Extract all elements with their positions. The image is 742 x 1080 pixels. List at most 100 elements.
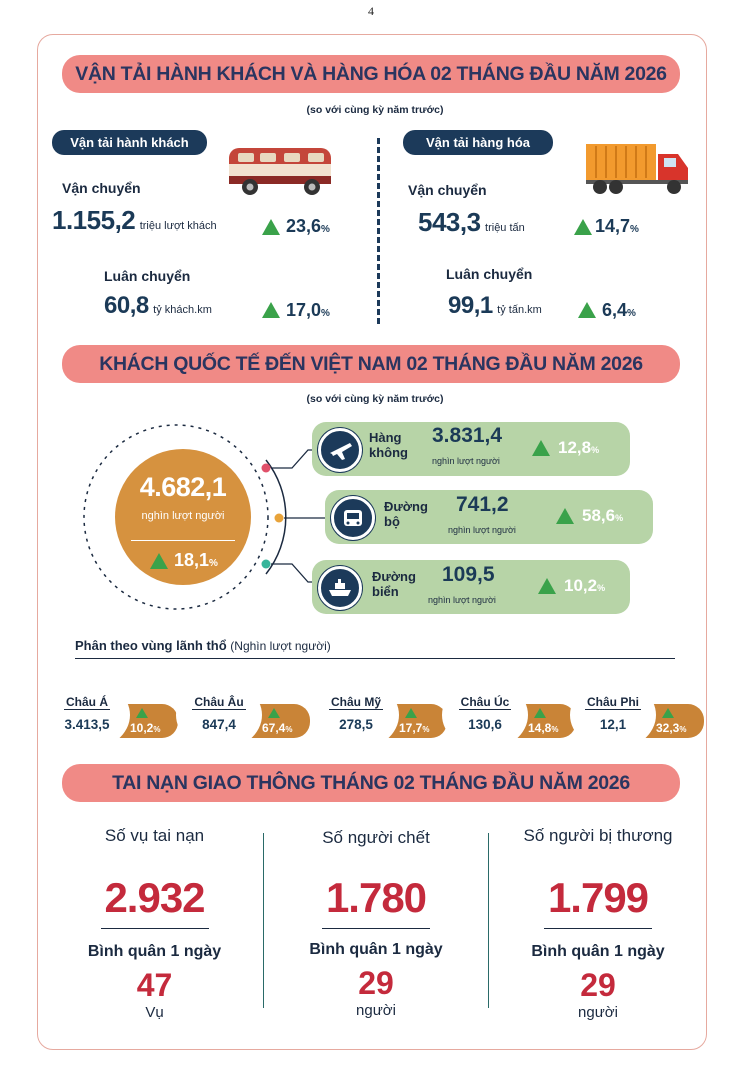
up-triangle-icon	[136, 708, 148, 718]
mode-unit-sea: nghìn lượt người	[428, 595, 496, 605]
accident-total: 1.799	[547, 874, 649, 921]
freight-carry-row: 543,3 triệu tấn	[418, 207, 578, 238]
region-pct: 17,7%	[399, 721, 430, 735]
accident-avg-label: Bình quân 1 ngày	[87, 943, 222, 960]
accident-per-day: 47	[136, 967, 173, 1003]
accident-unit: người	[578, 1004, 618, 1021]
passenger-rotate-row: 60,8 tỷ khách.km	[104, 292, 264, 320]
accident-avg-label: Bình quân 1 ngày	[309, 941, 443, 958]
visitors-total-circle	[115, 449, 251, 585]
passenger-rotate-pct: 17,0%	[286, 300, 330, 320]
up-triangle-icon	[405, 708, 417, 718]
visitors-title-banner: KHÁCH QUỐC TẾ ĐẾN VIỆT NAM 02 THÁNG ĐẦU …	[62, 345, 680, 383]
mode-unit-air: nghìn lượt người	[432, 456, 500, 466]
mode-card-road	[325, 490, 653, 544]
mode-unit-road: nghìn lượt người	[448, 525, 516, 535]
up-triangle-icon	[556, 508, 574, 524]
accident-per-day: 29	[580, 967, 616, 1003]
passenger-carry-value: 1.155,2	[52, 205, 136, 235]
region-value: 847,4	[202, 717, 236, 732]
passenger-carry-row: 1.155,2 triệu lượt khách	[52, 205, 352, 241]
region-name: Châu Á	[64, 695, 110, 710]
transport-title-banner: VẬN TẢI HÀNH KHÁCH VÀ HÀNG HÓA 02 THÁNG …	[62, 55, 680, 93]
freight-carry-value: 543,3	[418, 207, 481, 237]
region-heading: Phân theo vùng lãnh thổ (Nghìn lượt ngườ…	[75, 638, 331, 653]
freight-rotate-pct: 6,4%	[602, 300, 636, 320]
mode-value-air: 3.831,4	[432, 424, 503, 447]
accident-divider	[263, 833, 264, 1008]
accident-heading: Số người chết	[322, 828, 430, 847]
mode-value-road: 741,2	[456, 493, 509, 516]
region-card-africa: Châu Phi 12,1 32,3%	[570, 680, 706, 750]
region-card-asia: Châu Á 3.413,5 10,2%	[44, 680, 180, 750]
accident-column-cases: Số vụ tai nạn 2.932 Bình quân 1 ngày 47 …	[62, 820, 247, 1021]
page-frame	[37, 34, 707, 1050]
accident-unit: Vụ	[145, 1004, 164, 1021]
accident-rule	[544, 928, 652, 929]
freight-carry-pct: 14,7%	[595, 216, 639, 236]
freight-rotate-label: Luân chuyển	[446, 266, 533, 282]
passenger-carry-pct: 23,6%	[286, 216, 330, 236]
up-triangle-icon	[662, 708, 674, 718]
freight-rotate-row: 99,1 tỷ tấn.km	[448, 292, 588, 320]
page-number: 4	[368, 4, 374, 18]
passenger-rotate-value: 60,8	[104, 292, 149, 319]
visitors-total-value: 4.682,1	[139, 472, 227, 502]
up-triangle-icon	[262, 219, 280, 235]
region-name: Châu Mỹ	[328, 695, 383, 710]
visitors-total-pct: 18,1%	[174, 550, 218, 570]
accident-rule	[322, 928, 430, 929]
up-triangle-icon	[532, 440, 550, 456]
passenger-transport-pill: Vận tải hành khách	[52, 130, 207, 155]
passenger-rotate-label: Luân chuyển	[104, 268, 191, 284]
accident-unit: người	[356, 1002, 396, 1019]
truck-icon	[586, 144, 688, 194]
region-card-oceania: Châu Úc 130,6 14,8%	[442, 680, 578, 750]
accident-total: 2.932	[104, 874, 205, 921]
accident-heading: Số người bị thương	[523, 826, 673, 845]
bus-front-icon	[331, 496, 375, 540]
region-value: 130,6	[468, 717, 502, 732]
accident-divider	[488, 833, 489, 1008]
passenger-carry-unit: triệu lượt khách	[139, 220, 217, 232]
region-value: 278,5	[339, 717, 373, 732]
freight-carry-unit: triệu tấn	[485, 222, 525, 234]
accident-column-deaths: Số người chết 1.780 Bình quân 1 ngày 29 …	[277, 820, 475, 1019]
region-heading-rule	[75, 658, 675, 659]
freight-transport-pill: Vận tải hàng hóa	[403, 130, 553, 155]
region-card-europe: Châu Âu 847,4 67,4%	[176, 680, 312, 750]
accident-per-day: 29	[358, 965, 394, 1001]
up-triangle-icon	[268, 708, 280, 718]
section-divider	[377, 138, 380, 324]
up-triangle-icon	[150, 553, 168, 569]
freight-rotate-unit: tỷ tấn.km	[497, 304, 542, 316]
passenger-rotate-unit: tỷ khách.km	[153, 304, 212, 316]
transport-subtitle: (so với cùng kỳ năm trước)	[306, 104, 444, 116]
freight-rotate-value: 99,1	[448, 292, 493, 319]
region-name: Châu Phi	[584, 695, 641, 710]
region-pct: 10,2%	[130, 721, 161, 735]
up-triangle-icon	[262, 302, 280, 318]
region-pct: 67,4%	[262, 721, 293, 735]
accident-column-injured: Số người bị thương 1.799 Bình quân 1 ngà…	[500, 820, 696, 1021]
visitors-subtitle: (so với cùng kỳ năm trước)	[306, 393, 444, 405]
region-value: 12,1	[599, 717, 627, 732]
mode-card-sea	[312, 560, 630, 614]
up-triangle-icon	[534, 708, 546, 718]
accidents-title-banner: TAI NẠN GIAO THÔNG THÁNG 02 THÁNG ĐẦU NĂ…	[62, 764, 680, 802]
region-name: Châu Úc	[458, 695, 512, 710]
airplane-icon	[318, 428, 362, 472]
mode-pct-air: 12,8%	[558, 438, 600, 457]
mode-name-road: Đường bộ	[384, 499, 428, 529]
accident-avg-label: Bình quân 1 ngày	[531, 943, 665, 960]
accident-total: 1.780	[325, 874, 427, 921]
mode-pct-sea: 10,2%	[564, 576, 606, 595]
region-name: Châu Âu	[192, 695, 246, 710]
accident-heading: Số vụ tai nạn	[104, 826, 205, 845]
bus-icon	[229, 148, 331, 195]
up-triangle-icon	[574, 219, 592, 235]
freight-carry-label: Vận chuyển	[408, 182, 487, 198]
mode-value-sea: 109,5	[442, 563, 495, 586]
mode-pct-road: 58,6%	[582, 506, 624, 525]
region-pct: 14,8%	[528, 721, 559, 735]
